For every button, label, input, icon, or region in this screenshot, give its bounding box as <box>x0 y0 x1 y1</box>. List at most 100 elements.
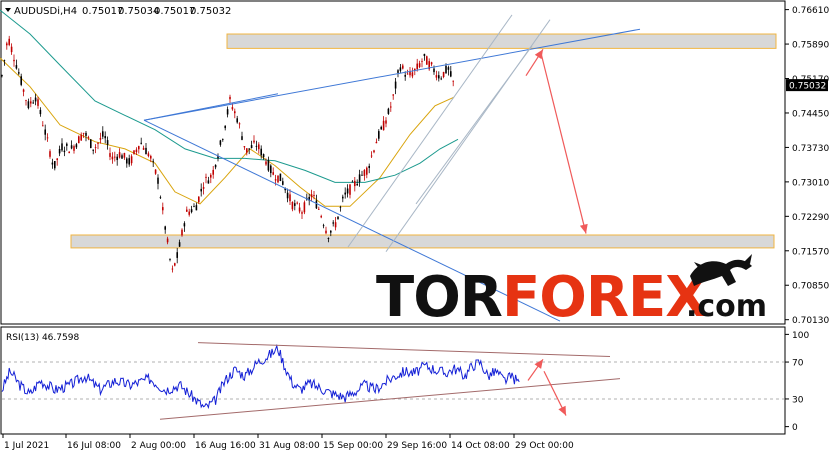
candle-body <box>334 222 337 228</box>
support-resistance-zones <box>70 33 777 249</box>
candle-body <box>241 136 243 140</box>
candle-body <box>430 62 433 65</box>
forecast-arrows <box>525 49 588 234</box>
candle-body <box>174 263 176 266</box>
candle-body <box>313 195 315 196</box>
candle-body <box>188 211 190 215</box>
candle-body <box>315 200 318 209</box>
candle-body <box>126 158 128 164</box>
candle-body <box>279 173 282 181</box>
candle-body <box>330 230 332 233</box>
candle-body <box>238 123 241 125</box>
candle-body <box>320 216 322 218</box>
candle-body <box>30 101 32 104</box>
candle-body <box>380 126 382 130</box>
candle-body <box>394 81 397 89</box>
candle-body <box>390 106 392 108</box>
candle-body <box>234 111 236 114</box>
candle-body <box>1 75 3 76</box>
candle-body <box>411 72 414 77</box>
candle-body <box>318 208 320 210</box>
candle-body <box>56 158 58 160</box>
candle-body <box>154 169 157 174</box>
candle-body <box>366 167 368 175</box>
ohlc-open: 0.75017 <box>82 6 123 17</box>
price-tick-label: 0.73010 <box>792 178 829 188</box>
price-tick-label: 0.73730 <box>792 144 829 154</box>
candle-body <box>198 196 200 203</box>
rsi-trend-lines <box>159 342 621 420</box>
candle-body <box>356 184 358 186</box>
candle-body <box>75 144 78 148</box>
candle-body <box>375 141 378 144</box>
time-tick-label: 1 Jul 2021 <box>4 441 49 451</box>
candle-body <box>111 156 114 160</box>
rsi-panel: 100 70 30 0 RSI(13) 46.7598 <box>0 326 809 435</box>
watermark-logo: TOR FOREX .com <box>376 254 767 330</box>
candle-body <box>6 43 8 46</box>
candle-body <box>294 203 296 206</box>
candle-body <box>202 187 205 189</box>
trend-line <box>415 45 533 205</box>
candle-body <box>80 134 82 141</box>
price-tick-label: 0.74450 <box>792 109 829 119</box>
candle-body <box>289 194 291 202</box>
candle-body <box>25 100 27 101</box>
candle-body <box>63 150 66 153</box>
candle-body <box>339 206 342 208</box>
rsi-line <box>1 343 520 410</box>
rsi-series <box>1 343 520 410</box>
candle-body <box>346 188 349 194</box>
chart-header: AUDUSDi,H4 0.75017 0.75034 0.75017 0.750… <box>5 6 231 17</box>
candle-body <box>337 216 339 220</box>
candle-body <box>102 131 104 137</box>
trend-line <box>143 93 279 121</box>
candle-body <box>402 65 404 69</box>
candle-body <box>409 71 411 76</box>
candle-body <box>349 184 351 195</box>
candle-body <box>428 61 430 70</box>
candle-body <box>373 150 375 153</box>
candle-body <box>123 153 126 158</box>
ohlc-close: 0.75032 <box>190 6 231 17</box>
rsi-panel-frame <box>0 326 786 435</box>
candle-body <box>351 181 354 183</box>
candle-body <box>260 148 262 156</box>
candle-body <box>406 73 409 75</box>
candle-body <box>70 145 73 149</box>
candle-body <box>277 175 279 183</box>
candle-body <box>99 138 102 140</box>
candle-body <box>272 172 274 175</box>
candle-body <box>284 187 286 191</box>
candle-body <box>3 60 6 61</box>
candle-body <box>73 146 75 151</box>
candle-body <box>61 143 63 151</box>
trend-line <box>143 119 561 322</box>
candle-body <box>267 160 270 171</box>
moving-average-line <box>0 9 459 183</box>
candle-body <box>291 202 294 210</box>
candle-body <box>130 156 133 164</box>
price-tick-label: 0.72290 <box>792 213 829 223</box>
candle-body <box>42 125 44 127</box>
trend-line <box>347 14 513 248</box>
candle-body <box>440 78 442 80</box>
candle-body <box>171 268 174 270</box>
candle-body <box>224 125 226 129</box>
candle-body <box>450 71 452 77</box>
watermark-tor: TOR <box>376 265 502 330</box>
candle-body <box>298 207 301 212</box>
candle-body <box>10 46 13 53</box>
watermark-com: .com <box>686 289 767 324</box>
rsi-forecast-arrow-head <box>558 405 566 416</box>
candle-body <box>190 209 193 213</box>
candle-body <box>435 75 438 78</box>
price-tick-label: 0.75890 <box>792 41 829 51</box>
candle-body <box>109 153 111 157</box>
candle-body <box>20 76 22 85</box>
candle-body <box>231 107 234 110</box>
rsi-title: RSI(13) 46.7598 <box>6 333 79 343</box>
candle-body <box>207 180 210 184</box>
watermark-forex: FOREX <box>502 265 708 330</box>
dropdown-triangle-icon[interactable] <box>5 8 11 12</box>
